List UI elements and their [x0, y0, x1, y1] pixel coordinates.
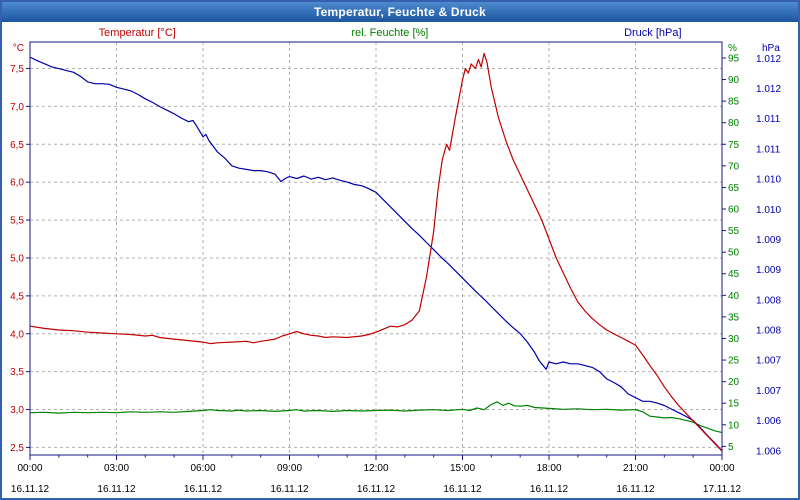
pressure-tick-label: 1.008	[756, 326, 781, 337]
x-date-label: 16.11.12	[184, 484, 223, 495]
x-date-label: 16.11.12	[357, 484, 396, 495]
temperature-tick-label: 7,0	[10, 102, 24, 113]
temperature-tick-label: 3,5	[10, 367, 24, 378]
pressure-tick-label: 1.009	[756, 235, 781, 246]
pressure-tick-label: 1.009	[756, 265, 781, 276]
x-time-label: 21:00	[623, 463, 648, 474]
x-date-label: 16.11.12	[530, 484, 569, 495]
pressure-line	[29, 56, 723, 452]
temperature-tick-label: 4,0	[10, 329, 24, 340]
pressure-tick-label: 1.006	[756, 416, 781, 427]
humidity-tick-label: 85	[728, 97, 740, 108]
temperature-axis-title: Temperatur [°C]	[99, 27, 176, 39]
humidity-tick-label: 65	[728, 183, 740, 194]
humidity-axis-title: rel. Feuchte [%]	[351, 27, 428, 39]
humidity-tick-label: 95	[728, 53, 740, 64]
pressure-tick-label: 1.011	[756, 144, 781, 155]
temperature-tick-label: 7,5	[10, 64, 24, 75]
temperature-tick-label: 3,0	[10, 405, 24, 416]
temperature-tick-label: 5,5	[10, 216, 24, 227]
humidity-tick-label: 80	[728, 118, 740, 129]
pressure-tick-label: 1.012	[756, 54, 781, 65]
pressure-tick-label: 1.012	[756, 84, 781, 95]
x-time-label: 00:00	[709, 463, 734, 474]
pressure-tick-label: 1.011	[756, 114, 781, 125]
pressure-tick-label: 1.007	[756, 356, 781, 367]
humidity-tick-label: 55	[728, 226, 740, 237]
x-time-label: 12:00	[363, 463, 388, 474]
x-date-label: 16.11.12	[11, 484, 50, 495]
humidity-tick-label: 90	[728, 75, 740, 86]
humidity-tick-label: 15	[728, 399, 740, 410]
x-date-label: 16.11.12	[443, 484, 482, 495]
humidity-tick-label: 5	[728, 442, 734, 453]
humidity-tick-label: 60	[728, 205, 740, 216]
humidity-tick-label: 75	[728, 140, 740, 151]
temperature-tick-label: 6,5	[10, 140, 24, 151]
window-title: Temperatur, Feuchte & Druck	[314, 5, 486, 19]
temperature-unit-label: °C	[13, 43, 24, 54]
humidity-tick-label: 35	[728, 312, 740, 323]
humidity-line	[29, 401, 723, 434]
temperature-tick-label: 2,5	[10, 443, 24, 454]
temperature-tick-label: 6,0	[10, 178, 24, 189]
weather-chart: 2,5 3,0 3,5 4,0 4,5 5,0 5,5 6,0 6,5 7,0 7,5 5 10 15 20…	[10, 27, 781, 495]
temperature-line	[29, 52, 723, 452]
humidity-tick-label: 30	[728, 334, 740, 345]
x-time-label: 09:00	[277, 463, 302, 474]
pressure-tick-label: 1.007	[756, 386, 781, 397]
temperature-tick-label: 5,0	[10, 253, 24, 264]
x-time-label: 15:00	[450, 463, 475, 474]
x-date-label: 17.11.12	[703, 484, 742, 495]
humidity-tick-label: 25	[728, 356, 740, 367]
humidity-tick-label: 45	[728, 269, 740, 280]
x-time-label: 06:00	[190, 463, 215, 474]
humidity-tick-label: 40	[728, 291, 740, 302]
x-date-label: 16.11.12	[270, 484, 309, 495]
x-time-label: 03:00	[104, 463, 129, 474]
pressure-tick-label: 1.008	[756, 295, 781, 306]
humidity-tick-label: 20	[728, 377, 740, 388]
window-titlebar: Temperatur, Feuchte & Druck	[2, 2, 798, 22]
humidity-tick-label: 50	[728, 248, 740, 259]
x-date-label: 16.11.12	[616, 484, 655, 495]
temperature-tick-label: 4,5	[10, 291, 24, 302]
pressure-tick-label: 1.010	[756, 205, 781, 216]
humidity-unit-label: %	[728, 43, 737, 54]
chart-container: 2,5 3,0 3,5 4,0 4,5 5,0 5,5 6,0 6,5 7,0 7,5 5 10 15 20…	[2, 22, 798, 498]
x-time-label: 18:00	[536, 463, 561, 474]
humidity-tick-label: 10	[728, 420, 740, 431]
pressure-tick-label: 1.010	[756, 175, 781, 186]
pressure-unit-label: hPa	[762, 43, 780, 54]
pressure-axis-title: Druck [hPa]	[624, 27, 681, 39]
x-date-label: 16.11.12	[97, 484, 136, 495]
humidity-tick-label: 70	[728, 161, 740, 172]
pressure-tick-label: 1.006	[756, 446, 781, 457]
x-time-label: 00:00	[17, 463, 42, 474]
